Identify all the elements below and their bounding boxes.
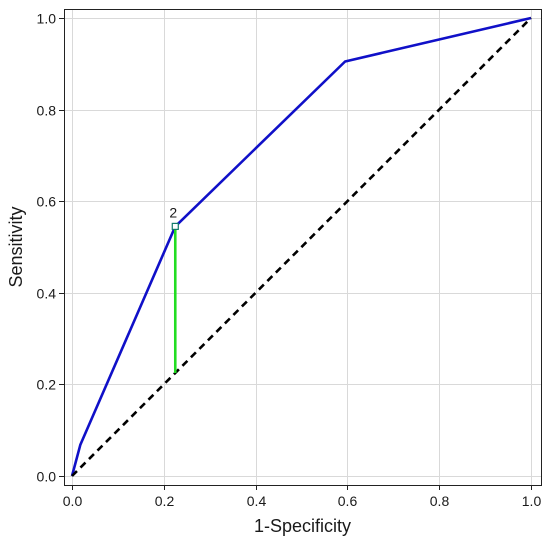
y-tick-label: 0.8 [37,103,57,119]
y-tick-label: 0.4 [37,286,57,302]
x-tick-label: 0.6 [338,493,358,509]
series-layer [70,16,532,477]
tick-layer: 0.0 0.2 0.4 0.6 0.8 1.0 0.0 0.2 0.4 0.6 0.8 1.0 [37,11,542,510]
x-tick-label: 0.0 [63,493,83,509]
y-tick-label: 0.2 [37,377,57,393]
cutoff-point-marker [171,222,179,230]
x-tick-label: 0.2 [155,493,175,509]
cutoff-point-label: 2 [169,204,177,220]
x-tick-label: 0.4 [247,493,267,509]
x-axis-title: 1-Specificity [254,516,351,536]
plot-frame [64,9,542,486]
y-axis-title: Sensitivity [6,206,26,287]
reference-diagonal-line [71,17,532,477]
y-tick-label: 0.0 [37,469,57,485]
y-tick-label: 1.0 [37,11,57,27]
y-tick-label: 0.6 [37,194,57,210]
annotation-layer: 2 [169,204,179,373]
grid [64,9,541,485]
x-tick-label: 0.8 [430,493,450,509]
x-tick-label: 1.0 [522,493,542,509]
